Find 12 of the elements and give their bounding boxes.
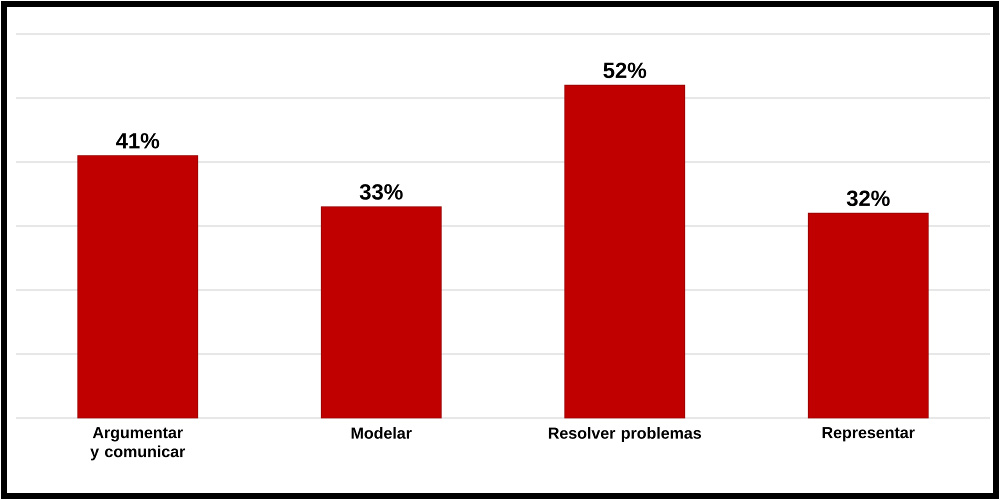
data-label: 41%: [116, 133, 160, 149]
data-label: 33%: [360, 184, 403, 200]
bar: [564, 84, 686, 418]
data-label: 32%: [846, 190, 890, 206]
x-tick-label: Resolver problemas: [548, 427, 702, 442]
bar: [320, 206, 442, 418]
x-tick-label: Argumentar y comunicar: [90, 427, 186, 460]
x-tick-label: Modelar: [352, 427, 412, 439]
x-tick-label: Representar: [822, 427, 915, 442]
bar: [77, 155, 198, 418]
data-label: 52%: [603, 62, 646, 78]
bar: [808, 212, 929, 418]
